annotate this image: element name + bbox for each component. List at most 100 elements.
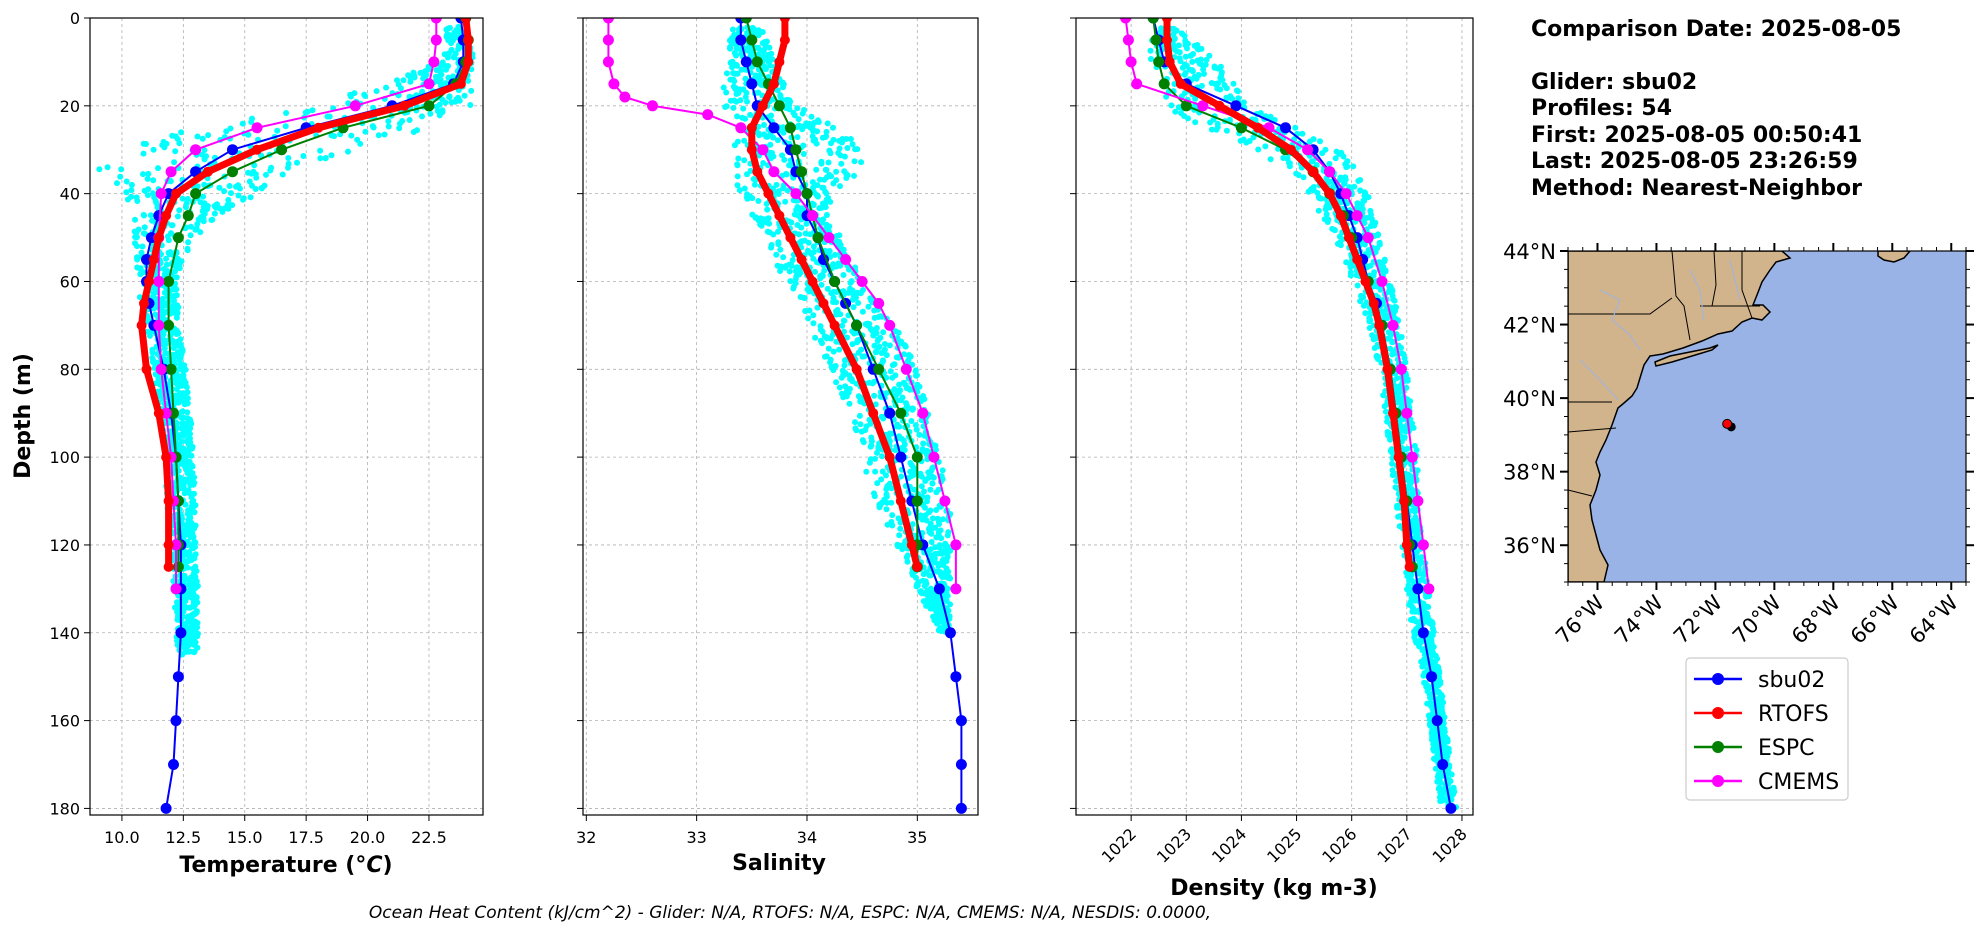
temperature-glider-point bbox=[354, 136, 361, 143]
temperature-glider-point bbox=[383, 84, 390, 91]
density-glider-point bbox=[1398, 350, 1405, 357]
salinity-sbu02-point bbox=[768, 122, 780, 134]
density-x-axis-label: Density (kg m-3) bbox=[1170, 876, 1378, 901]
temperature-glider-point bbox=[180, 372, 187, 378]
salinity-glider-point bbox=[927, 588, 934, 595]
temperature-glider-point bbox=[173, 314, 180, 321]
density-x-tick-label: 1022 bbox=[1098, 824, 1140, 866]
salinity-glider-point bbox=[775, 241, 782, 248]
density-glider-point bbox=[1426, 617, 1433, 624]
salinity-glider-point bbox=[761, 55, 768, 62]
salinity-glider-point bbox=[817, 323, 824, 330]
salinity-glider-point bbox=[723, 103, 730, 110]
salinity-cmems-point bbox=[950, 539, 962, 551]
temperature-glider-point bbox=[174, 338, 181, 345]
temperature-glider-point bbox=[345, 148, 351, 155]
temperature-glider-point bbox=[170, 578, 177, 585]
temperature-glider-point bbox=[436, 112, 443, 119]
legend-frame bbox=[1685, 657, 1849, 801]
salinity-cmems-point bbox=[602, 18, 614, 24]
density-glider-point bbox=[1347, 269, 1354, 276]
salinity-glider-point bbox=[933, 600, 940, 607]
temperature-rtofs-point bbox=[460, 18, 471, 23]
density-glider-point bbox=[1351, 183, 1358, 190]
temperature-glider-point bbox=[197, 229, 204, 236]
temperature-espc-point bbox=[172, 561, 184, 573]
temperature-glider-point bbox=[155, 165, 161, 172]
density-cmems-point bbox=[1387, 319, 1399, 331]
salinity-glider-point bbox=[826, 171, 833, 178]
temperature-glider-point bbox=[187, 425, 194, 432]
temperature-glider-point bbox=[134, 198, 141, 204]
density-glider-point bbox=[1280, 155, 1287, 161]
salinity-glider-point bbox=[866, 459, 873, 466]
salinity-glider-point bbox=[935, 486, 942, 493]
density-glider-point bbox=[1367, 207, 1374, 214]
density-glider-point bbox=[1411, 442, 1418, 449]
temperature-cmems-point bbox=[170, 583, 182, 595]
density-sbu02-point bbox=[1412, 583, 1424, 595]
salinity-sbu02-point bbox=[740, 56, 752, 68]
salinity-glider-point bbox=[939, 467, 946, 474]
temperature-glider-point bbox=[251, 162, 258, 169]
temperature-glider-point bbox=[176, 356, 183, 363]
salinity-glider-point bbox=[835, 150, 842, 156]
salinity-cmems-point bbox=[602, 34, 614, 46]
temperature-glider-point bbox=[199, 135, 206, 142]
density-glider-point bbox=[1190, 51, 1197, 57]
density-cmems-point bbox=[1395, 363, 1407, 375]
salinity-glider-point bbox=[869, 380, 876, 387]
legend-item-rtofs: RTOFS bbox=[1694, 702, 1829, 727]
salinity-glider-point bbox=[808, 251, 815, 258]
temperature-glider-point bbox=[448, 46, 455, 53]
legend-marker bbox=[1712, 673, 1724, 685]
salinity-glider-point bbox=[741, 137, 748, 144]
temperature-espc-point bbox=[163, 276, 175, 287]
density-glider-point bbox=[1384, 315, 1391, 322]
salinity-glider-point bbox=[783, 263, 789, 269]
temperature-glider-point bbox=[150, 177, 157, 184]
temperature-glider-point bbox=[439, 59, 446, 66]
temperature-glider-point bbox=[385, 118, 392, 125]
density-glider-point bbox=[1419, 663, 1426, 670]
temperature-glider-point bbox=[139, 243, 146, 250]
density-glider-point bbox=[1332, 155, 1339, 162]
salinity-glider-point bbox=[940, 562, 947, 568]
density-glider-point bbox=[1183, 62, 1190, 69]
temperature-glider-point bbox=[172, 148, 179, 155]
temperature-series bbox=[136, 18, 474, 814]
salinity-glider-point bbox=[780, 254, 787, 261]
temperature-x-tick-label: 12.5 bbox=[166, 828, 202, 847]
density-glider-point bbox=[1382, 267, 1389, 274]
density-glider-point bbox=[1182, 53, 1189, 60]
salinity-glider-point bbox=[774, 137, 781, 144]
salinity-glider-point bbox=[842, 370, 849, 377]
temperature-glider-point bbox=[186, 512, 193, 519]
depth-y-tick-label: 160 bbox=[49, 712, 80, 731]
temperature-glider-point bbox=[161, 266, 168, 272]
salinity-glider-point bbox=[838, 160, 845, 167]
density-glider-point bbox=[1414, 535, 1421, 542]
temperature-glider-point bbox=[192, 584, 199, 591]
density-rtofs-point bbox=[1253, 122, 1263, 133]
density-series bbox=[1120, 18, 1457, 814]
salinity-glider-point bbox=[823, 353, 830, 360]
density-glider-point bbox=[1445, 776, 1452, 783]
temperature-glider-point bbox=[187, 430, 193, 437]
map-lon-label: 64°W bbox=[1905, 590, 1963, 648]
temperature-glider-point bbox=[236, 185, 243, 192]
temperature-panel: 10.0 12.5 15.0 17.5 20.0 22.5 020406080100120… bbox=[11, 9, 484, 878]
density-glider-point bbox=[1221, 82, 1228, 89]
salinity-glider-point bbox=[934, 619, 940, 626]
salinity-glider-point bbox=[770, 153, 777, 160]
salinity-sbu02-point bbox=[895, 451, 907, 463]
density-glider-point bbox=[1425, 604, 1432, 610]
temperature-glider-point bbox=[150, 290, 157, 297]
temperature-glider-point bbox=[442, 99, 449, 106]
salinity-glider-point bbox=[856, 412, 863, 419]
salinity-glider-point bbox=[928, 539, 935, 545]
temperature-glider-point bbox=[400, 77, 407, 84]
temperature-glider-point bbox=[183, 564, 189, 570]
density-glider-point bbox=[1412, 637, 1419, 644]
